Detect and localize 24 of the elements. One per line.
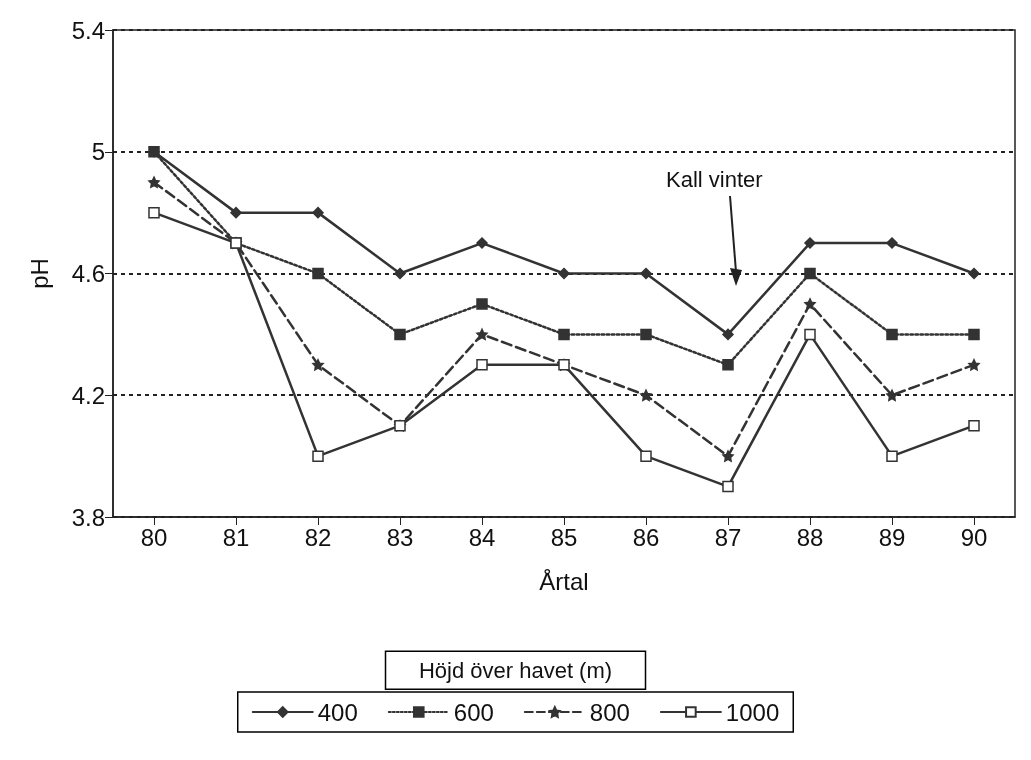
x-tick-label: 84 — [468, 523, 496, 551]
x-tick-label: 86 — [632, 523, 660, 551]
x-tick-label: 85 — [550, 523, 578, 551]
x-tick-label: 88 — [796, 523, 824, 551]
legend-label: 1000 — [725, 698, 780, 726]
legend-label: 400 — [317, 698, 358, 726]
x-tick-label: 80 — [140, 523, 168, 551]
y-tick-label: 3.8 — [71, 503, 105, 531]
x-axis-title: Årtal — [539, 567, 589, 595]
y-tick-label: 5.4 — [71, 16, 105, 44]
x-tick-label: 87 — [714, 523, 742, 551]
annotation: Kall vinter — [666, 166, 763, 192]
legend-label: 800 — [589, 698, 630, 726]
x-tick-label: 89 — [878, 523, 906, 551]
x-tick-label: 81 — [222, 523, 250, 551]
x-tick-label: 90 — [960, 523, 988, 551]
legend-label: 600 — [453, 698, 494, 726]
y-axis-title: pH — [25, 258, 53, 289]
legend-title: Höjd över havet (m) — [418, 657, 613, 683]
x-tick-label: 82 — [304, 523, 332, 551]
y-tick-label: 5 — [91, 138, 105, 166]
y-tick-label: 4.6 — [71, 260, 105, 287]
y-tick-label: 4.2 — [71, 381, 105, 409]
x-tick-label: 83 — [386, 523, 414, 551]
